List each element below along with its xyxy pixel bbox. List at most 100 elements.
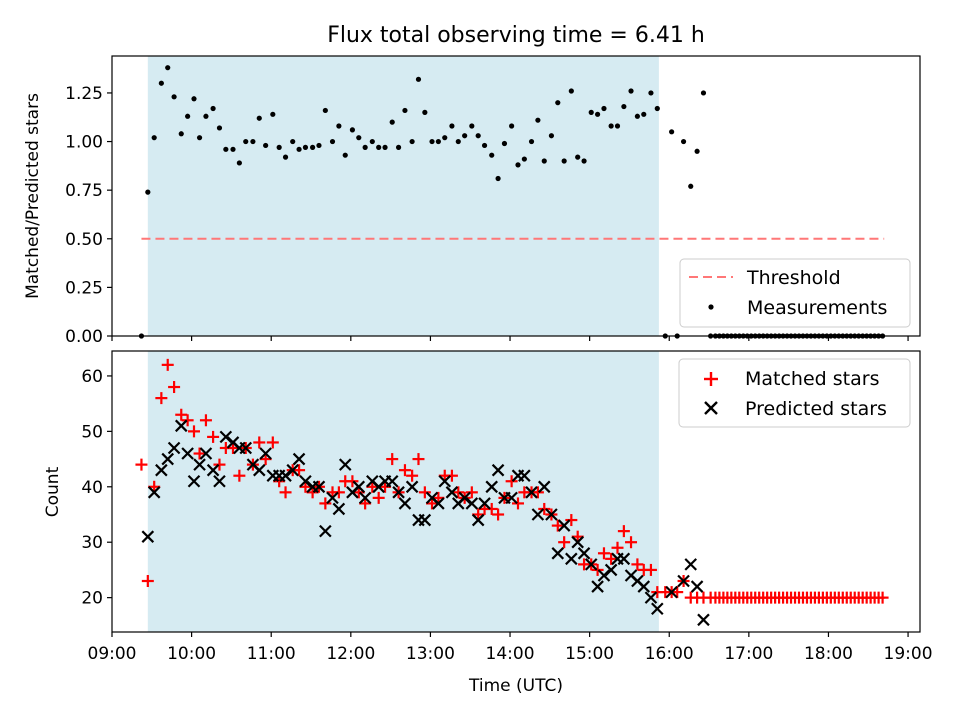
predicted-star-point bbox=[637, 580, 651, 593]
predicted-star-point bbox=[438, 474, 452, 488]
x-tick-label: 12:00 bbox=[326, 644, 375, 664]
measurement-point bbox=[515, 162, 521, 168]
matched-star-point bbox=[531, 486, 544, 499]
measurement-point bbox=[449, 123, 455, 129]
predicted-star-point bbox=[531, 508, 545, 521]
predicted-star-point bbox=[458, 491, 471, 505]
measurement-point bbox=[290, 138, 296, 145]
predicted-star-point bbox=[690, 580, 704, 593]
measurement-point bbox=[256, 115, 262, 121]
matched-star-point bbox=[505, 475, 518, 488]
measurement-point bbox=[435, 138, 441, 145]
measurement-point bbox=[191, 96, 197, 102]
measurement-point bbox=[329, 138, 336, 145]
predicted-star-point bbox=[465, 497, 479, 510]
measurement-point bbox=[250, 138, 256, 145]
predicted-star-point bbox=[326, 491, 339, 505]
legend-threshold-label: Threshold bbox=[746, 267, 841, 289]
measurement-point bbox=[263, 142, 269, 149]
top-axes-frame bbox=[111, 55, 921, 337]
measurement-point bbox=[700, 90, 707, 96]
matched-star-point bbox=[386, 453, 399, 466]
matched-star-point bbox=[597, 547, 610, 560]
top-y-tick-label: 0.50 bbox=[65, 230, 103, 250]
predicted-star-point bbox=[193, 458, 206, 471]
matched-star-point bbox=[213, 458, 226, 471]
matched-star-point bbox=[187, 425, 200, 438]
matched-star-point bbox=[332, 486, 345, 499]
measurement-point bbox=[429, 138, 435, 145]
x-tick-label: 15:00 bbox=[565, 644, 614, 664]
measurement-point bbox=[356, 135, 362, 141]
legend-matched-swatch bbox=[704, 372, 718, 386]
predicted-stars-points bbox=[141, 419, 710, 627]
predicted-star-point bbox=[537, 480, 551, 494]
measurement-point bbox=[628, 88, 634, 94]
predicted-star-point bbox=[174, 419, 188, 433]
top-y-tick-label: 0.25 bbox=[65, 278, 103, 298]
matched-star-point bbox=[161, 358, 174, 371]
measurement-point bbox=[415, 76, 422, 82]
matched-stars-points bbox=[135, 358, 889, 604]
matched-star-point bbox=[511, 497, 524, 510]
measurement-point bbox=[469, 123, 475, 129]
top-y-ticks: 0.00 0.25 0.50 0.75 1.00 1.25 bbox=[65, 84, 112, 347]
predicted-star-point bbox=[312, 480, 326, 494]
predicted-star-point bbox=[478, 497, 491, 510]
measurement-point bbox=[541, 158, 547, 164]
measurement-point bbox=[575, 154, 581, 160]
ratio-panel: 0.00 0.25 0.50 0.75 1.00 1.25 Matched/Predict… bbox=[23, 55, 921, 347]
matched-star-point bbox=[465, 486, 478, 499]
predicted-star-point bbox=[392, 486, 405, 499]
bottom-y-axis-label: Count bbox=[43, 466, 63, 517]
matched-star-point bbox=[605, 552, 618, 565]
measurement-point bbox=[165, 65, 171, 71]
predicted-star-point bbox=[584, 558, 598, 571]
matched-star-point bbox=[279, 486, 292, 499]
bottom-y-tick-label: 60 bbox=[81, 367, 103, 387]
matched-star-point bbox=[141, 575, 154, 588]
predicted-star-point bbox=[219, 430, 233, 444]
top-x-ticks bbox=[111, 336, 909, 341]
predicted-star-point bbox=[617, 552, 631, 566]
matched-star-point bbox=[452, 486, 465, 499]
measurement-point bbox=[588, 109, 594, 115]
predicted-star-point bbox=[319, 524, 332, 538]
measurement-point bbox=[310, 144, 316, 150]
x-tick-label: 13:00 bbox=[406, 644, 455, 664]
count-panel: 20 30 40 50 60 09:00 10:00 11:00 12:00 13:00 14:0… bbox=[43, 350, 933, 696]
matched-star-point bbox=[293, 464, 306, 477]
predicted-star-point bbox=[161, 452, 175, 466]
measurement-point bbox=[409, 138, 415, 145]
predicted-star-point bbox=[187, 474, 201, 488]
measurement-point bbox=[601, 105, 607, 112]
matched-star-point bbox=[617, 525, 630, 538]
bottom-axes-frame bbox=[111, 350, 921, 633]
bottom-x-ticks: 09:00 10:00 11:00 12:00 13:00 14:00 15:00 16:00… bbox=[88, 632, 933, 664]
matched-star-point bbox=[485, 502, 498, 515]
matched-star-point bbox=[193, 447, 206, 460]
measurement-point bbox=[336, 123, 342, 129]
measurement-point bbox=[648, 90, 654, 96]
measurement-point bbox=[282, 154, 289, 160]
x-tick-label: 11:00 bbox=[247, 644, 296, 664]
observing-span-top bbox=[147, 56, 659, 336]
top-legend: Threshold Measurements bbox=[679, 258, 911, 328]
measurement-point bbox=[302, 144, 309, 150]
top-y-tick-label: 1.00 bbox=[65, 133, 103, 153]
matched-star-point bbox=[406, 469, 419, 482]
measurement-point bbox=[568, 88, 574, 94]
predicted-star-point bbox=[181, 447, 194, 460]
x-tick-label: 09:00 bbox=[88, 644, 137, 664]
measurement-point bbox=[594, 111, 601, 117]
matched-star-point bbox=[418, 486, 431, 499]
chart-title: Flux total observing time = 6.41 h bbox=[327, 23, 705, 48]
measurement-point bbox=[270, 111, 276, 117]
measurement-point bbox=[185, 113, 191, 119]
measurement-point bbox=[581, 158, 587, 164]
predicted-star-point bbox=[358, 491, 372, 505]
measurement-point bbox=[382, 144, 388, 150]
measurement-point bbox=[243, 138, 249, 145]
predicted-star-point bbox=[677, 574, 690, 588]
bottom-y-tick-label: 30 bbox=[81, 533, 103, 553]
